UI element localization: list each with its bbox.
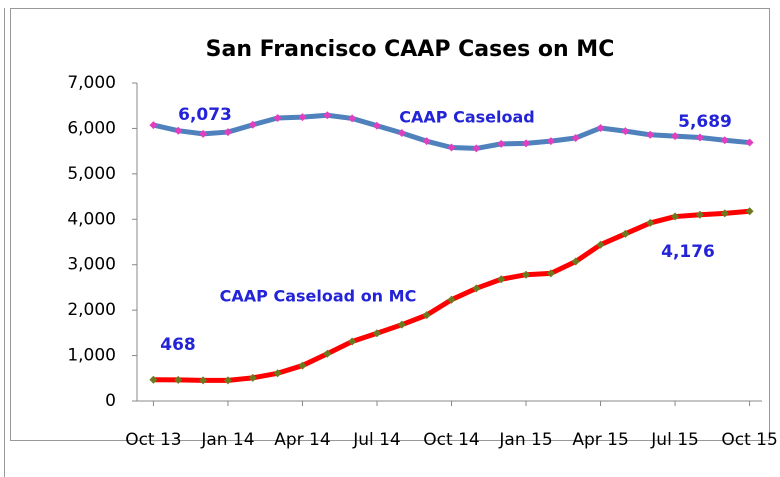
y-tick-label: 0 xyxy=(105,391,116,411)
x-tick-label: Apr 14 xyxy=(274,430,330,450)
y-tick-label: 2,000 xyxy=(67,300,116,320)
chart-frame xyxy=(10,8,770,441)
data-label: 5,689 xyxy=(678,112,732,132)
point-marker xyxy=(472,144,481,153)
point-marker xyxy=(199,129,208,138)
y-tick-label: 5,000 xyxy=(67,164,116,184)
point-marker xyxy=(596,240,605,249)
point-marker xyxy=(447,295,456,304)
point-marker xyxy=(248,120,257,129)
point-marker xyxy=(298,361,307,370)
point-marker xyxy=(720,136,729,145)
point-marker xyxy=(348,114,357,123)
point-marker xyxy=(745,138,754,147)
y-tick-label: 3,000 xyxy=(67,255,116,275)
point-marker xyxy=(596,123,605,132)
point-marker xyxy=(671,132,680,141)
point-marker xyxy=(745,207,754,216)
point-marker xyxy=(372,121,381,130)
point-marker xyxy=(497,139,506,148)
data-label: 4,176 xyxy=(661,242,715,262)
point-marker xyxy=(422,137,431,146)
series-label: CAAP Caseload xyxy=(399,108,534,127)
point-marker xyxy=(273,369,282,378)
point-marker xyxy=(546,137,555,146)
point-marker xyxy=(248,373,257,382)
point-marker xyxy=(422,311,431,320)
point-marker xyxy=(472,284,481,293)
point-marker xyxy=(174,126,183,135)
point-marker xyxy=(223,128,232,137)
x-tick-label: Oct 13 xyxy=(125,430,181,450)
x-tick-label: Oct 15 xyxy=(721,430,777,450)
point-marker xyxy=(522,139,531,148)
point-marker xyxy=(298,113,307,122)
y-tick-label: 6,000 xyxy=(67,118,116,138)
point-marker xyxy=(174,375,183,384)
point-marker xyxy=(397,320,406,329)
point-marker xyxy=(323,349,332,358)
point-marker xyxy=(522,270,531,279)
point-marker xyxy=(571,133,580,142)
x-tick-label: Jan 15 xyxy=(498,430,552,450)
chart-title: San Francisco CAAP Cases on MC xyxy=(206,37,615,62)
point-marker xyxy=(720,209,729,218)
x-tick-label: Jan 14 xyxy=(200,430,254,450)
point-marker xyxy=(646,218,655,227)
x-tick-label: Jul 15 xyxy=(650,430,699,450)
y-tick-label: 4,000 xyxy=(67,209,116,229)
data-label: 468 xyxy=(160,335,196,355)
series-label: CAAP Caseload on MC xyxy=(220,287,417,306)
point-marker xyxy=(323,111,332,120)
point-marker xyxy=(695,133,704,142)
point-marker xyxy=(621,127,630,136)
point-marker xyxy=(273,113,282,122)
point-marker xyxy=(447,143,456,152)
point-marker xyxy=(223,376,232,385)
x-tick-label: Oct 14 xyxy=(423,430,479,450)
point-marker xyxy=(497,275,506,284)
point-marker xyxy=(571,257,580,266)
point-marker xyxy=(397,128,406,137)
y-tick-label: 7,000 xyxy=(67,73,116,93)
point-marker xyxy=(671,212,680,221)
point-marker xyxy=(372,329,381,338)
data-label: 6,073 xyxy=(178,105,232,125)
x-tick-label: Apr 15 xyxy=(572,430,628,450)
point-marker xyxy=(646,130,655,139)
y-tick-label: 1,000 xyxy=(67,346,116,366)
point-marker xyxy=(199,376,208,385)
point-marker xyxy=(621,229,630,238)
point-marker xyxy=(546,269,555,278)
point-marker xyxy=(149,121,158,130)
x-tick-label: Jul 14 xyxy=(352,430,401,450)
point-marker xyxy=(348,337,357,346)
point-marker xyxy=(149,375,158,384)
point-marker xyxy=(695,210,704,219)
